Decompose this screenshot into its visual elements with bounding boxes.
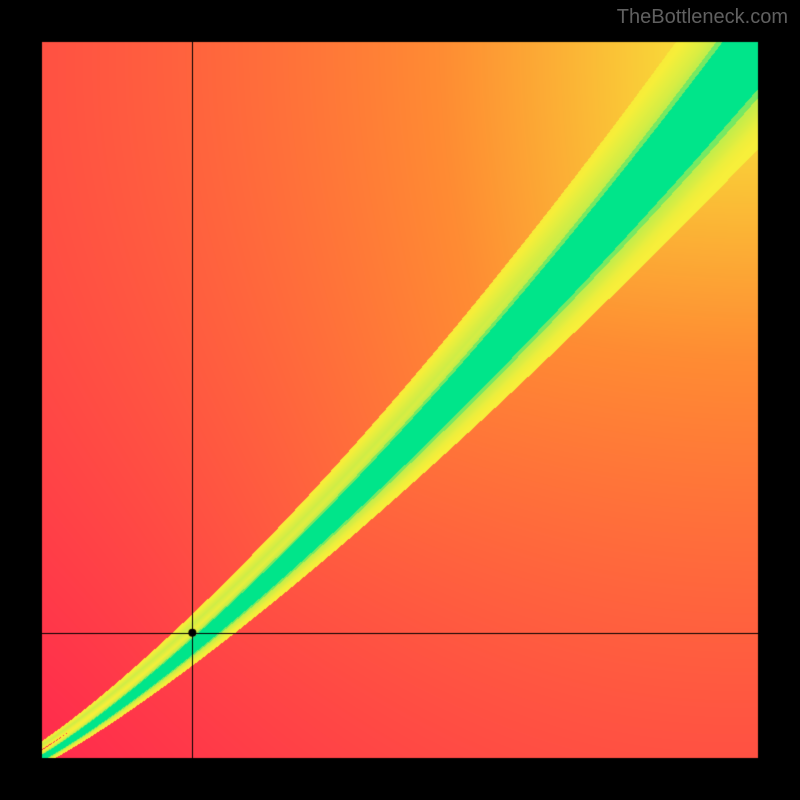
chart-container: TheBottleneck.com	[0, 0, 800, 800]
bottleneck-heatmap	[0, 0, 800, 800]
watermark-text: TheBottleneck.com	[617, 6, 788, 29]
